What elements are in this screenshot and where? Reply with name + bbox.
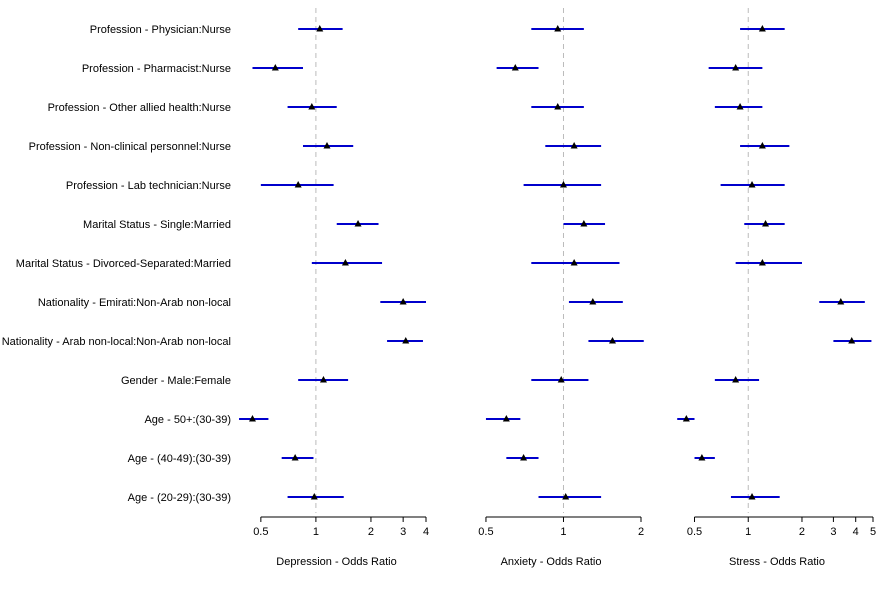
point-estimate	[758, 25, 766, 32]
point-estimate	[248, 415, 256, 422]
point-estimate	[762, 220, 770, 227]
x-tick-label: 4	[853, 526, 859, 538]
point-estimate	[698, 454, 706, 461]
point-estimate	[589, 298, 597, 305]
x-tick-label: 2	[799, 526, 805, 538]
point-estimate	[271, 64, 279, 71]
point-estimate	[682, 415, 690, 422]
point-estimate	[758, 259, 766, 266]
row-label: Marital Status - Divorced-Separated:Marr…	[16, 258, 231, 270]
row-label: Age - (40-49):(30-39)	[128, 453, 231, 465]
point-estimate	[291, 454, 299, 461]
x-tick-label: 5	[870, 526, 876, 538]
point-estimate	[559, 181, 567, 188]
x-tick-label: 1	[560, 526, 566, 538]
point-estimate	[354, 220, 362, 227]
point-estimate	[310, 493, 318, 500]
x-tick-label: 0.5	[253, 526, 268, 538]
x-tick-label: 0.5	[478, 526, 493, 538]
row-label: Age - 50+:(30-39)	[144, 414, 231, 426]
point-estimate	[308, 103, 316, 110]
point-estimate	[848, 337, 856, 344]
point-estimate	[837, 298, 845, 305]
point-estimate	[608, 337, 616, 344]
row-label: Profession - Lab technician:Nurse	[66, 180, 231, 192]
x-tick-label: 2	[368, 526, 374, 538]
row-label: Profession - Non-clinical personnel:Nurs…	[29, 141, 231, 153]
point-estimate	[736, 103, 744, 110]
point-estimate	[319, 376, 327, 383]
row-label: Profession - Physician:Nurse	[90, 24, 231, 36]
x-tick-label: 1	[313, 526, 319, 538]
point-estimate	[294, 181, 302, 188]
point-estimate	[402, 337, 410, 344]
x-tick-label: 0.5	[687, 526, 702, 538]
point-estimate	[341, 259, 349, 266]
point-estimate	[554, 103, 562, 110]
point-estimate	[748, 493, 756, 500]
point-estimate	[554, 25, 562, 32]
x-axis-title: Stress - Odds Ratio	[729, 556, 825, 568]
point-estimate	[732, 64, 740, 71]
point-estimate	[758, 142, 766, 149]
point-estimate	[399, 298, 407, 305]
x-tick-label: 1	[745, 526, 751, 538]
row-label: Nationality - Arab non-local:Non-Arab no…	[2, 336, 231, 348]
point-estimate	[580, 220, 588, 227]
x-axis-title: Anxiety - Odds Ratio	[501, 556, 602, 568]
point-estimate	[520, 454, 528, 461]
x-tick-label: 4	[423, 526, 429, 538]
row-label: Profession - Other allied health:Nurse	[48, 102, 231, 114]
point-estimate	[557, 376, 565, 383]
x-axis-title: Depression - Odds Ratio	[276, 556, 396, 568]
x-tick-label: 3	[400, 526, 406, 538]
x-tick-label: 3	[830, 526, 836, 538]
point-estimate	[570, 259, 578, 266]
row-label: Age - (20-29):(30-39)	[128, 492, 231, 504]
point-estimate	[570, 142, 578, 149]
point-estimate	[732, 376, 740, 383]
row-label: Gender - Male:Female	[121, 375, 231, 387]
point-estimate	[323, 142, 331, 149]
row-label: Nationality - Emirati:Non-Arab non-local	[38, 297, 231, 309]
row-label: Profession - Pharmacist:Nurse	[82, 63, 231, 75]
point-estimate	[502, 415, 510, 422]
x-tick-label: 2	[638, 526, 644, 538]
row-label: Marital Status - Single:Married	[83, 219, 231, 231]
point-estimate	[748, 181, 756, 188]
point-estimate	[511, 64, 519, 71]
point-estimate	[562, 493, 570, 500]
point-estimate	[316, 25, 324, 32]
